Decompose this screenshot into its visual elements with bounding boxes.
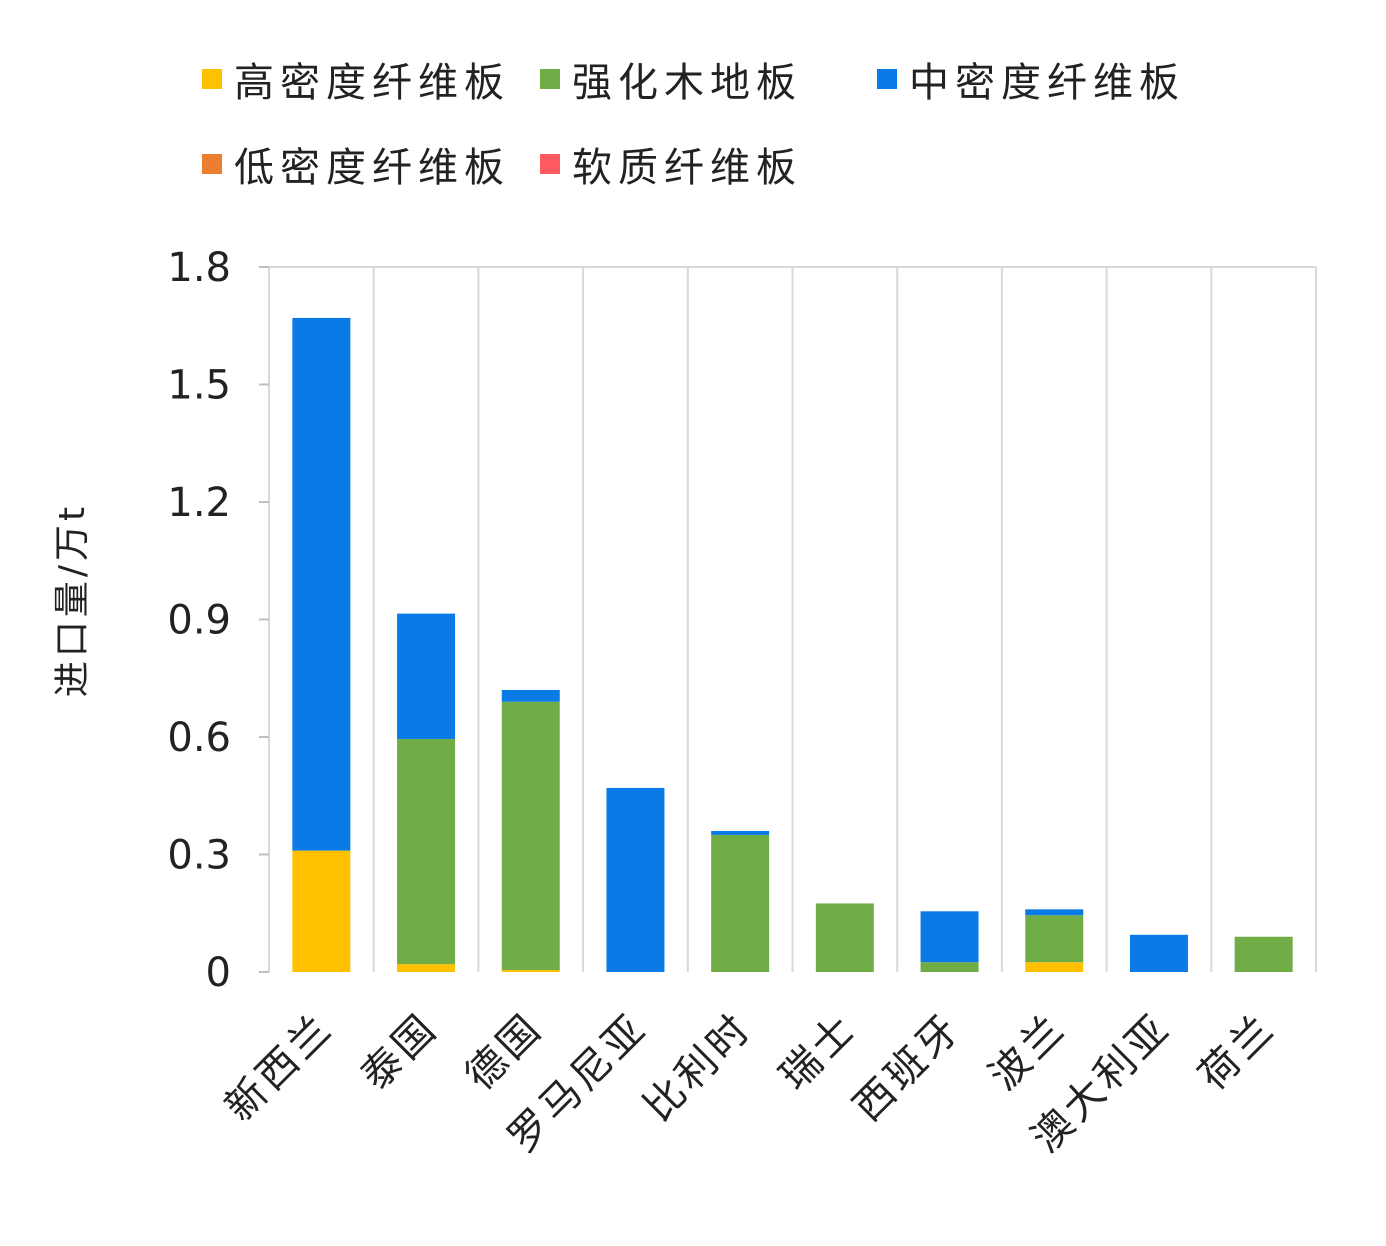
y-axis-label: 进口量/万t bbox=[52, 503, 93, 697]
y-tick-label: 0.3 bbox=[167, 833, 231, 879]
legend-item-laminate: 强化木地板 bbox=[540, 55, 802, 106]
bar-segment-8-series-2 bbox=[1025, 915, 1084, 963]
x-tick-label: 泰国 bbox=[352, 1005, 447, 1100]
bar-segment-7-series-3 bbox=[920, 911, 979, 963]
legend-label-medium-density: 中密度纤维板 bbox=[909, 60, 1185, 106]
legend-swatch-softboard bbox=[540, 154, 560, 174]
bar-segment-2-series-2 bbox=[397, 738, 456, 965]
bar-segment-3-series-3 bbox=[501, 690, 560, 702]
legend-label-laminate: 强化木地板 bbox=[572, 60, 802, 106]
legend-item-high-density: 高密度纤维板 bbox=[202, 55, 510, 106]
x-tick-label: 西班牙 bbox=[845, 1005, 971, 1131]
bar-segment-6-series-2 bbox=[815, 903, 874, 972]
bar-segment-1-series-1 bbox=[292, 850, 351, 972]
grid-lines bbox=[259, 266, 1317, 973]
bar-segment-3-series-2 bbox=[501, 701, 560, 971]
bar-segment-5-series-3 bbox=[711, 831, 770, 835]
bar-stacks bbox=[292, 317, 1293, 972]
y-tick-label: 0.9 bbox=[167, 598, 231, 644]
chart-legend: 高密度纤维板 强化木地板 中密度纤维板 低密度纤维板 软质纤维板 bbox=[0, 0, 1386, 210]
legend-label-softboard: 软质纤维板 bbox=[572, 145, 802, 191]
legend-item-low-density: 低密度纤维板 bbox=[202, 140, 510, 191]
x-tick-label: 波兰 bbox=[981, 1005, 1076, 1100]
y-tick-label: 0.6 bbox=[167, 715, 231, 761]
legend-label-low-density: 低密度纤维板 bbox=[234, 145, 510, 191]
y-tick-label: 1.2 bbox=[167, 480, 231, 526]
x-tick-label: 比利时 bbox=[635, 1005, 761, 1131]
legend-swatch-medium-density bbox=[877, 69, 897, 89]
x-tick-label: 新西兰 bbox=[217, 1005, 343, 1131]
y-tick-label: 0 bbox=[206, 950, 231, 996]
bar-segment-10-series-2 bbox=[1234, 936, 1293, 972]
y-tick-label: 1.8 bbox=[167, 245, 231, 291]
bar-segment-3-series-1 bbox=[501, 970, 560, 972]
legend-label-high-density: 高密度纤维板 bbox=[234, 60, 510, 106]
bar-segment-5-series-2 bbox=[711, 834, 770, 972]
legend-swatch-high-density bbox=[202, 69, 222, 89]
bar-segment-4-series-3 bbox=[606, 787, 665, 972]
legend-swatch-low-density bbox=[202, 154, 222, 174]
bar-segment-7-series-2 bbox=[920, 962, 979, 972]
legend-swatch-laminate bbox=[540, 69, 560, 89]
bar-segment-9-series-3 bbox=[1129, 934, 1188, 972]
x-tick-label: 荷兰 bbox=[1190, 1005, 1285, 1100]
legend-item-medium-density: 中密度纤维板 bbox=[877, 55, 1185, 106]
bar-segment-8-series-1 bbox=[1025, 962, 1084, 972]
bar-segment-8-series-3 bbox=[1025, 909, 1084, 916]
y-axis-ticks: 0 0.3 0.6 0.9 1.2 1.5 1.8 bbox=[167, 245, 231, 996]
bar-segment-1-series-3 bbox=[292, 317, 351, 851]
bar-segment-2-series-3 bbox=[397, 613, 456, 739]
legend-item-softboard: 软质纤维板 bbox=[540, 140, 802, 191]
x-tick-label: 德国 bbox=[457, 1005, 552, 1100]
x-tick-label: 瑞士 bbox=[771, 1005, 866, 1100]
y-tick-label: 1.5 bbox=[167, 363, 231, 409]
bar-segment-2-series-1 bbox=[397, 964, 456, 972]
